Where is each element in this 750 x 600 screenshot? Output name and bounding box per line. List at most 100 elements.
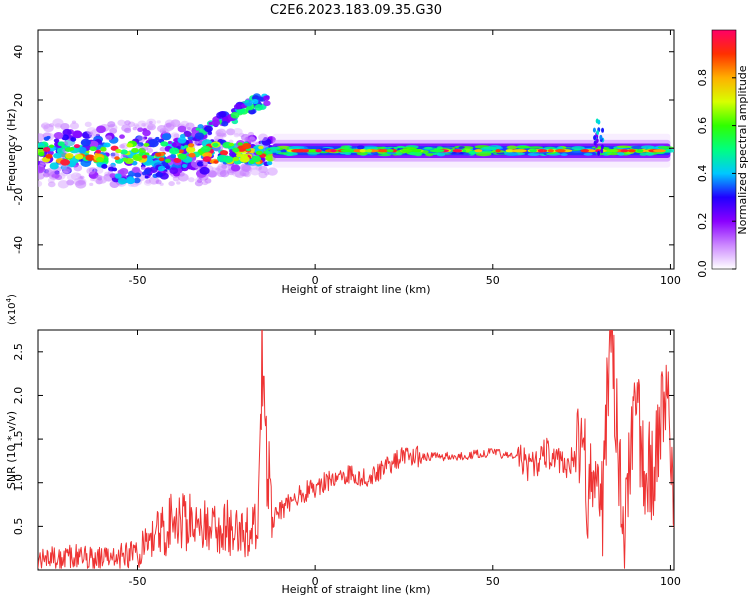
spectrogram-cell (89, 182, 94, 186)
spectrogram-cell (135, 144, 142, 149)
spectrogram-cell (122, 158, 129, 162)
spectrogram-cell (230, 111, 240, 119)
spectrogram-cell (247, 131, 255, 137)
spectrogram-cell (178, 149, 184, 154)
spectrogram-cell (219, 150, 229, 156)
spectrogram-y-axis-label: Frequency (Hz) (5, 109, 18, 192)
spectrogram-cell (146, 118, 157, 127)
spectrogram-cell (38, 180, 43, 187)
spectrogram-cell (38, 172, 45, 180)
snr-x-ticks: -50 0 50 100 (129, 330, 681, 588)
spectrogram-cell (181, 163, 188, 168)
spectrogram-cell (69, 147, 75, 151)
spectrogram-cell (637, 149, 644, 153)
spectrogram-cell (481, 146, 498, 150)
spectrogram-cell (79, 175, 85, 180)
spectrogram-cell (645, 151, 654, 156)
spectrogram-cell (52, 118, 64, 128)
spectrogram-cell (219, 170, 230, 178)
spectrogram-cell (62, 128, 72, 137)
spectrogram-cell (57, 141, 65, 147)
spectrogram-cell (452, 149, 462, 153)
spectrogram-cell (54, 174, 63, 181)
spectrogram-cell (45, 153, 53, 159)
spectrogram-cell (600, 148, 604, 154)
y-tick-label: 1.5 (12, 430, 25, 448)
snr-frame (37, 329, 675, 571)
x-tick-label: -50 (129, 274, 147, 287)
spectrogram-cell (232, 156, 240, 162)
spectrogram-cell (142, 129, 151, 137)
spectrogram-cell (124, 120, 131, 126)
spectrogram-cell (120, 149, 128, 155)
spectrogram-cell (146, 147, 154, 153)
colorbar: 0.0 0.2 0.4 0.6 0.8 Normalized spectral ampl… (696, 29, 749, 278)
snr-x-axis-label: Height of straight line (km) (281, 583, 430, 596)
spectrogram-cell (114, 156, 120, 161)
spectrogram-cell (340, 149, 355, 153)
spectrogram-cell (185, 122, 195, 130)
spectrogram-cell (583, 152, 593, 156)
spectrogram-cell (251, 98, 259, 105)
spectrogram-cell (593, 140, 597, 146)
spectrogram-cell (266, 161, 273, 166)
spectrogram-cell (495, 149, 501, 153)
spectrogram-cell (425, 152, 434, 157)
spectrogram-cell (340, 145, 350, 150)
spectrogram-cell (202, 161, 208, 166)
spectrogram-cell (103, 142, 111, 148)
y-tick-label: 0.5 (12, 518, 25, 536)
spectrogram-cell (217, 163, 227, 171)
spectrogram-cell (177, 125, 187, 133)
spectrogram-cell (89, 146, 97, 152)
spectrogram-cell (580, 149, 590, 153)
spectrogram-cell (138, 152, 144, 156)
spectrogram-cell (475, 152, 492, 157)
spectrogram-cell (207, 129, 212, 133)
spectrogram-cell (226, 128, 236, 136)
spectrogram-cell (168, 147, 180, 155)
spectrogram-cell (247, 138, 253, 143)
snr-series-line (38, 330, 674, 569)
spectrogram-cell (233, 103, 242, 110)
spectrogram-cell (117, 119, 126, 126)
spectrogram-cell (88, 131, 93, 135)
spectrogram-cell (604, 149, 619, 153)
spectrogram-cell (196, 161, 204, 167)
spectrogram-cell (158, 157, 165, 162)
spectrogram-cell (230, 164, 241, 172)
spectrogram-cell (114, 173, 122, 179)
spectrogram-cell (89, 140, 99, 148)
spectrogram-cell (177, 173, 189, 182)
colorbar-ticks: 0.0 0.2 0.4 0.6 0.8 (696, 69, 736, 278)
spectrogram-cell (194, 132, 205, 140)
spectrogram-cell (270, 149, 278, 153)
spectrogram-cell (165, 165, 170, 170)
snr-y-ticks: 0.5 1.0 1.5 2.0 2.5 (12, 343, 674, 535)
spectrogram-cell (269, 146, 281, 150)
spectrogram-cell (185, 146, 196, 153)
spectrogram-cell (294, 149, 310, 153)
spectrogram-cell (400, 149, 413, 153)
x-tick-label: 0 (312, 575, 319, 588)
spectrogram-cell (195, 127, 200, 131)
spectrogram-x-axis-label: Height of straight line (km) (281, 283, 430, 296)
spectrogram-cell (595, 138, 599, 144)
spectrogram-cell (396, 145, 406, 149)
spectrogram-cell (38, 151, 45, 157)
spectrogram-cell (107, 121, 116, 128)
spectrogram-cell (365, 149, 373, 153)
spectrogram-cell (73, 144, 80, 149)
spectrogram-cell (228, 142, 235, 147)
colorbar-tick-label: 0.8 (696, 69, 709, 87)
spectrogram-cell (461, 149, 467, 153)
spectrogram-cell (516, 146, 532, 149)
spectrogram-cell (504, 152, 519, 156)
spectrogram-cell (173, 133, 180, 139)
spectrogram-cell (160, 141, 169, 147)
y-tick-label: -40 (12, 236, 25, 254)
spectrogram-cell (560, 153, 568, 156)
spectrogram-cell (177, 136, 187, 144)
spectrogram-cell (168, 181, 175, 187)
